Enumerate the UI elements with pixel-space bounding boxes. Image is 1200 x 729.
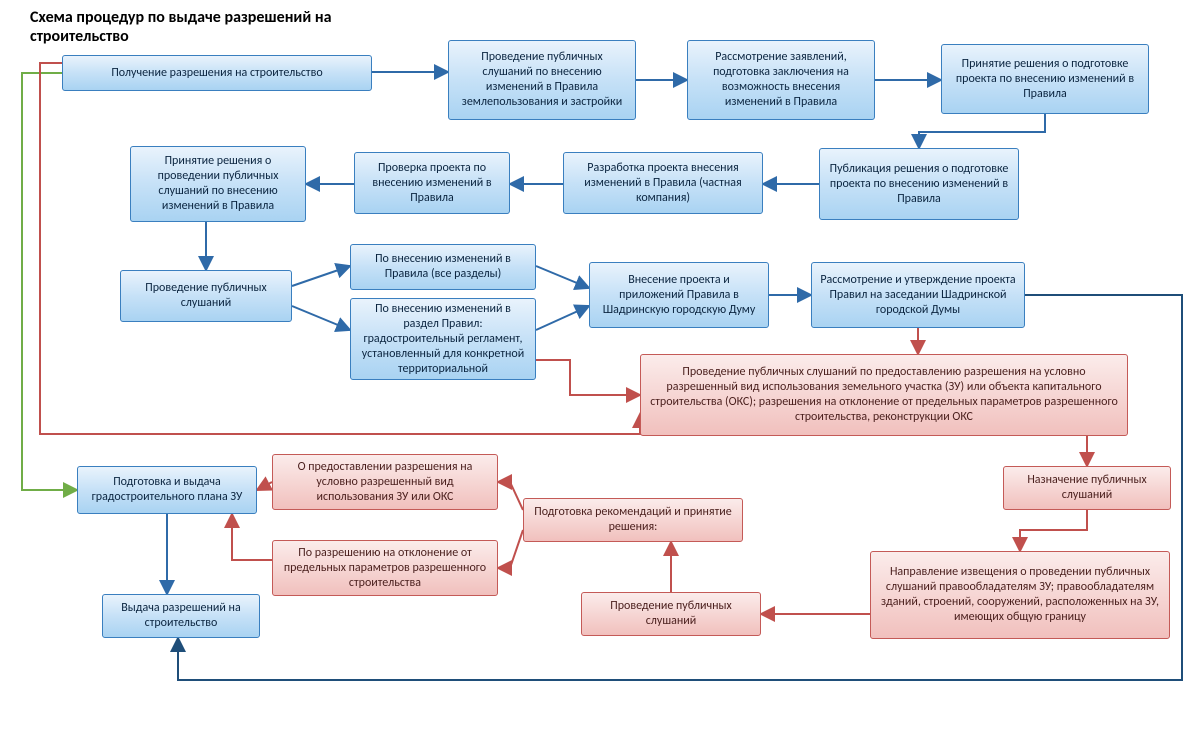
flow-node-n16: Направление извещения о проведении публи… (870, 551, 1170, 639)
flow-edge-22 (232, 514, 272, 560)
flow-node-n8: Принятие решения о проведении публичных … (130, 146, 306, 222)
flow-node-n17: Проведение публичных слушаний (581, 592, 761, 636)
flow-edge-14 (536, 360, 640, 395)
flow-edge-9 (292, 306, 350, 330)
flow-node-n2: Проведение публичных слушаний по внесени… (448, 40, 636, 120)
flow-edge-11 (536, 306, 589, 330)
flow-node-n14: Проведение публичных слушаний по предост… (640, 354, 1128, 436)
flow-node-n15: Назначение публичных слушаний (1003, 466, 1171, 510)
flow-edge-16 (1020, 510, 1087, 551)
flow-node-n1: Получение разрешения на строительство (62, 55, 372, 91)
flow-node-n4: Принятие решения о подготовке проекта по… (941, 44, 1149, 114)
flow-node-n18: Подготовка рекомендаций и принятие решен… (523, 498, 743, 542)
flow-edge-8 (292, 266, 350, 286)
flow-node-n3: Рассмотрение заявлений, подготовка заклю… (687, 40, 875, 120)
flow-node-n5: Публикация решения о подготовке проекта … (819, 148, 1019, 220)
flow-node-n13: Рассмотрение и утверждение проекта Прави… (811, 262, 1025, 328)
flow-edge-20 (498, 530, 523, 568)
flow-node-n9: Проведение публичных слушаний (120, 270, 292, 322)
flow-node-n19: О предоставлении разрешения на условно р… (272, 454, 498, 510)
flow-edge-19 (498, 482, 523, 510)
flow-node-n22: Выдача разрешений на строительство (102, 594, 260, 638)
diagram-title: Схема процедур по выдаче разрешений на с… (30, 8, 390, 46)
flow-node-n11: По внесению изменений в раздел Правил: г… (350, 298, 536, 380)
flow-node-n6: Разработка проекта внесения изменений в … (563, 152, 763, 214)
flow-edge-25 (22, 73, 77, 490)
flow-node-n10: По внесению изменений в Правила (все раз… (350, 244, 536, 290)
flow-node-n21: Подготовка и выдача градостроительного п… (77, 466, 257, 514)
flow-edge-21 (257, 482, 272, 490)
flow-node-n7: Проверка проекта по внесению изменений в… (354, 152, 510, 214)
flow-edge-3 (919, 114, 1045, 148)
flow-node-n20: По разрешению на отклонение от предельны… (272, 540, 498, 596)
flow-edge-10 (536, 266, 589, 288)
flow-node-n12: Внесение проекта и приложений Правила в … (589, 262, 769, 328)
